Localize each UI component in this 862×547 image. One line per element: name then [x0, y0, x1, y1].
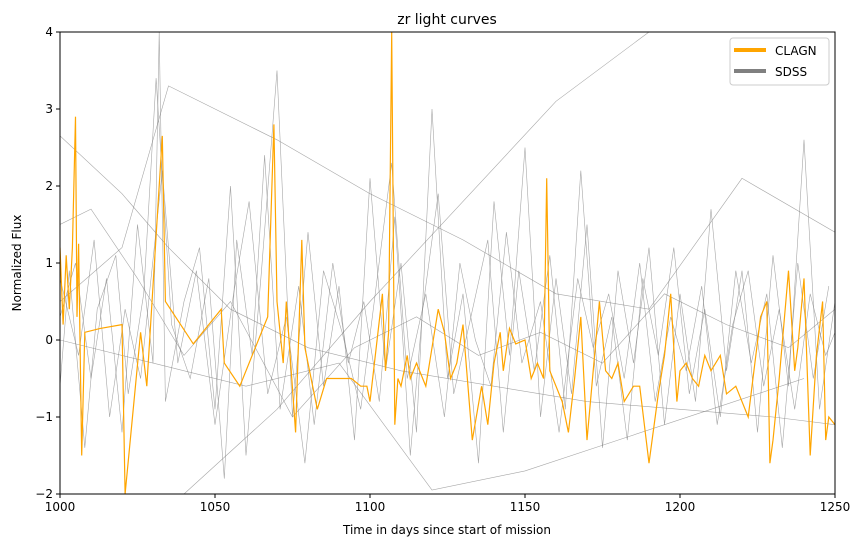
y-tick-label: 3 [45, 102, 53, 116]
series-line-clagn [60, 32, 835, 494]
series-line-sdss [60, 135, 835, 425]
plot-frame [59, 31, 836, 495]
series-line-sdss [183, 32, 651, 494]
x-tick-label: 1000 [45, 500, 76, 514]
y-tick-label: 2 [45, 179, 53, 193]
series-line-sdss [60, 32, 835, 464]
x-tick-label: 1050 [200, 500, 231, 514]
series-layer [60, 32, 835, 494]
x-tick-label: 1150 [510, 500, 541, 514]
x-tick-label: 1250 [820, 500, 851, 514]
legend-label-sdss: SDSS [775, 65, 807, 79]
series-line-sdss [60, 162, 835, 464]
x-axis-label: Time in days since start of mission [342, 523, 551, 537]
series-line-sdss [60, 85, 835, 310]
series-line-sdss [60, 208, 835, 418]
x-tick-label: 1200 [665, 500, 696, 514]
y-tick-label: 0 [45, 333, 53, 347]
chart-title: zr light curves [397, 12, 497, 28]
y-tick-label: 1 [45, 256, 53, 270]
series-line-sdss [60, 78, 830, 479]
y-tick-label: −1 [35, 410, 53, 424]
y-tick-label: 4 [45, 25, 53, 39]
y-tick-label: −2 [35, 487, 53, 501]
legend: CLAGN SDSS [729, 37, 830, 86]
series-line-sdss [60, 339, 805, 491]
x-tick-label: 1100 [355, 500, 386, 514]
axis-ticks: 1000 1050 1100 1150 1200 1250 −2 −1 0 1 2 3 4 [35, 25, 850, 514]
legend-label-clagn: CLAGN [775, 44, 817, 58]
y-axis-label: Normalized Flux [10, 215, 24, 312]
